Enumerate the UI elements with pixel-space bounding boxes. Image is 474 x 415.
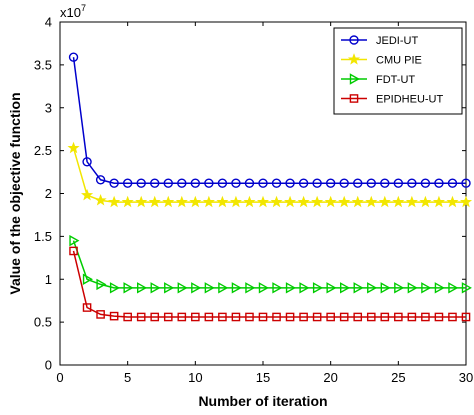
x-tick-label: 0 — [56, 370, 63, 385]
x-tick-label: 20 — [323, 370, 337, 385]
x-tick-label: 15 — [256, 370, 270, 385]
legend-label: JEDI-UT — [376, 35, 418, 47]
y-tick-label: 0.5 — [34, 315, 52, 330]
y-tick-label: 3.5 — [34, 57, 52, 72]
y-tick-label: 1 — [45, 272, 52, 287]
x-tick-label: 5 — [124, 370, 131, 385]
x-tick-label: 10 — [188, 370, 202, 385]
y-axis-title: Value of the objective function — [7, 92, 23, 294]
y-tick-label: 2 — [45, 186, 52, 201]
legend-label: FDT-UT — [376, 74, 415, 86]
x-axis-title: Number of iteration — [198, 393, 327, 409]
legend-label: EPIDHEU-UT — [376, 94, 444, 106]
legend-label: CMU PIE — [376, 55, 422, 67]
y-tick-label: 2.5 — [34, 143, 52, 158]
y-axis-exponent-base: x10 — [60, 5, 81, 20]
y-axis-exponent-power: 7 — [81, 3, 86, 13]
y-tick-label: 0 — [45, 358, 52, 373]
x-tick-label: 30 — [459, 370, 473, 385]
y-axis-exponent: x107 — [60, 3, 86, 20]
y-tick-label: 4 — [45, 15, 52, 30]
y-tick-label: 3 — [45, 100, 52, 115]
x-tick-label: 25 — [391, 370, 405, 385]
y-tick-label: 1.5 — [34, 229, 52, 244]
legend: JEDI-UT CMU PIE FDT-UT EPIDHEU-UT — [334, 28, 462, 114]
